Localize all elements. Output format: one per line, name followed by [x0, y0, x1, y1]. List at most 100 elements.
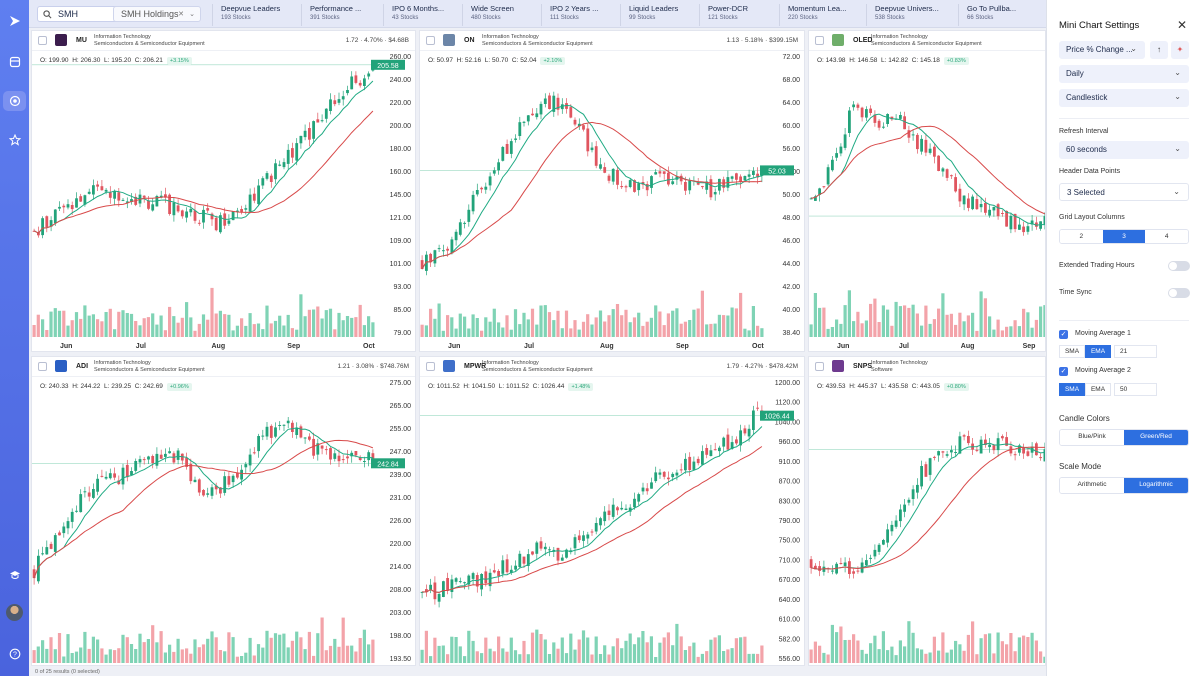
mini-chart-panel[interactable]: 72.0068.0064.0060.0056.0052.0050.0048.00… — [419, 30, 805, 352]
volume-bar — [564, 310, 569, 337]
panel-checkbox[interactable] — [38, 362, 47, 371]
price-chart[interactable]: 72.0068.0064.0060.0056.0052.0050.0048.00… — [420, 31, 805, 352]
watchlist-tab[interactable]: IPO 6 Months... 43 Stocks — [383, 4, 463, 26]
grid-columns-option[interactable]: 4 — [1145, 230, 1188, 243]
refresh-interval-dropdown[interactable]: 60 seconds ⌄ — [1059, 141, 1189, 159]
price-chart[interactable]: 1200.00 1120.00 1040.00 960.00 910.00 870.00 8… — [420, 357, 805, 666]
close-value: C: 443.05 — [911, 383, 940, 390]
scale-mode-option[interactable]: Arithmetic — [1060, 478, 1124, 493]
ma1-period-input[interactable]: 21 — [1114, 345, 1157, 358]
ma2-checkbox[interactable]: ✓ — [1059, 367, 1068, 376]
scale-mode-option[interactable]: Logarithmic — [1124, 478, 1188, 493]
mini-chart-panel[interactable]: 260.00 240.00 220.00 200.00 180.00 160.00 145.… — [31, 30, 416, 352]
candle-body — [49, 543, 53, 549]
ma1-ema-button[interactable]: EMA — [1085, 345, 1111, 358]
candle-colors-option[interactable]: Blue/Pink — [1060, 430, 1124, 445]
mini-chart-panel[interactable]: 275.00 265.00 255.00 247.00 239.00 231.00 226.… — [31, 356, 416, 666]
close-icon[interactable]: ✕ — [1177, 18, 1188, 32]
clear-holdings-icon[interactable]: ✕ — [178, 11, 184, 18]
price-chart[interactable]: 275.00 265.00 255.00 247.00 239.00 231.00 226.… — [32, 357, 416, 666]
candle-body — [501, 147, 505, 161]
price-chart[interactable] — [809, 357, 1046, 666]
volume-bar — [223, 314, 227, 337]
volume-bar — [1030, 327, 1034, 337]
grid-columns-option[interactable]: 2 — [1060, 230, 1103, 243]
volume-bar — [206, 319, 210, 337]
volume-bar — [958, 312, 962, 337]
watchlist-tab[interactable]: Deepvue Leaders 193 Stocks — [212, 4, 292, 26]
period-dropdown[interactable]: Daily ⌄ — [1059, 65, 1189, 83]
extended-hours-toggle[interactable] — [1168, 261, 1190, 271]
time-sync-toggle[interactable] — [1168, 288, 1190, 298]
watchlist-tab[interactable]: Deepvue Univers... 538 Stocks — [866, 4, 946, 26]
divider — [1059, 320, 1189, 321]
watchlist-tab[interactable]: Power-DCR 121 Stocks — [699, 4, 779, 26]
ma2-period-input[interactable]: 50 — [1114, 383, 1157, 396]
watchlist-icon[interactable] — [5, 52, 24, 71]
ticker-symbol[interactable]: ON — [464, 37, 475, 44]
metric-dropdown[interactable]: Price % Change ... ⌄ — [1059, 41, 1145, 59]
panel-checkbox[interactable] — [426, 36, 435, 45]
price-chart[interactable]: 260.00 240.00 220.00 200.00 180.00 160.00 145.… — [32, 31, 416, 352]
avatar[interactable] — [6, 604, 23, 621]
watchlist-tab[interactable]: Go To Pullba... 66 Stocks — [958, 4, 1038, 26]
ma2-sma-button[interactable]: SMA — [1059, 383, 1085, 396]
company-logo — [832, 360, 844, 372]
watchlist-tab[interactable]: Liquid Leaders 99 Stocks — [620, 4, 700, 26]
ticker-symbol[interactable]: ADI — [76, 363, 89, 370]
panel-checkbox[interactable] — [426, 362, 435, 371]
holdings-selector[interactable]: SMH Holdings ✕ ⌄ — [113, 6, 201, 22]
chart-type-dropdown[interactable]: Candlestick ⌄ — [1059, 89, 1189, 107]
volume-bar — [358, 304, 362, 337]
panel-checkbox[interactable] — [815, 362, 824, 371]
candle-body — [1009, 215, 1013, 230]
volume-bar — [1026, 637, 1030, 663]
watchlist-tab[interactable]: IPO 2 Years ... 111 Stocks — [541, 4, 621, 26]
watchlist-tab[interactable]: Wide Screen 480 Stocks — [462, 4, 542, 26]
volume-bar — [692, 309, 696, 337]
last-price-label: 205.58 — [377, 63, 399, 70]
star-icon[interactable] — [5, 130, 24, 149]
x-tick-label: Jun — [60, 343, 72, 350]
ma2-ema-button[interactable]: EMA — [1085, 383, 1111, 396]
sort-arrow-icon[interactable]: ↑ — [1150, 41, 1168, 59]
candle-body — [565, 103, 568, 109]
y-tick-label: 670.00 — [779, 577, 801, 584]
volume-bar — [949, 649, 953, 663]
mini-chart-panel[interactable]: 1200.00 1120.00 1040.00 960.00 910.00 870.00 8… — [419, 356, 805, 666]
refresh-interval-label: Refresh Interval — [1059, 128, 1109, 135]
candle-colors-selector[interactable]: Blue/Pink Green/Red — [1059, 429, 1189, 446]
candle-colors-option[interactable]: Green/Red — [1124, 430, 1188, 445]
ticker-symbol[interactable]: MPWR — [464, 363, 487, 370]
education-icon[interactable] — [5, 565, 24, 584]
chevron-down-icon[interactable]: ⌄ — [189, 11, 195, 18]
panel-checkbox[interactable] — [815, 36, 824, 45]
volume-bar — [852, 634, 856, 663]
ticker-symbol[interactable]: SNPS — [853, 363, 873, 370]
ticker-symbol[interactable]: MU — [76, 37, 87, 44]
header-data-points-dropdown[interactable]: 3 Selected ⌄ — [1059, 183, 1189, 201]
panel-checkbox[interactable] — [38, 36, 47, 45]
mini-chart-panel[interactable]: SNPS Information Technology Software O: 439… — [808, 356, 1046, 666]
watchlist-tab[interactable]: Performance ... 391 Stocks — [301, 4, 381, 26]
volume-bar — [269, 323, 273, 337]
scale-mode-selector[interactable]: Arithmetic Logarithmic — [1059, 477, 1189, 494]
candle-body — [1039, 457, 1042, 459]
logo-icon[interactable] — [5, 11, 24, 30]
candle-body — [839, 563, 843, 564]
volume-bar — [662, 637, 666, 663]
ma1-sma-button[interactable]: SMA — [1059, 345, 1085, 358]
color-flame-icon[interactable]: ✦ — [1171, 41, 1189, 59]
ma1-checkbox[interactable]: ✓ — [1059, 330, 1068, 339]
left-nav: ? — [0, 0, 29, 676]
price-chart[interactable]: Jun Jul Aug Sep — [809, 31, 1046, 352]
ticker-symbol[interactable]: OLED — [853, 37, 873, 44]
grid-columns-option[interactable]: 3 — [1102, 230, 1146, 243]
charts-icon[interactable] — [3, 91, 26, 111]
mini-chart-panel[interactable]: Jun Jul Aug Sep OLED Information Technology Se… — [808, 30, 1046, 352]
help-icon[interactable]: ? — [5, 644, 24, 663]
volume-bar — [756, 653, 760, 663]
candle-body — [526, 115, 530, 122]
watchlist-tab[interactable]: Momentum Lea... 220 Stocks — [779, 4, 859, 26]
